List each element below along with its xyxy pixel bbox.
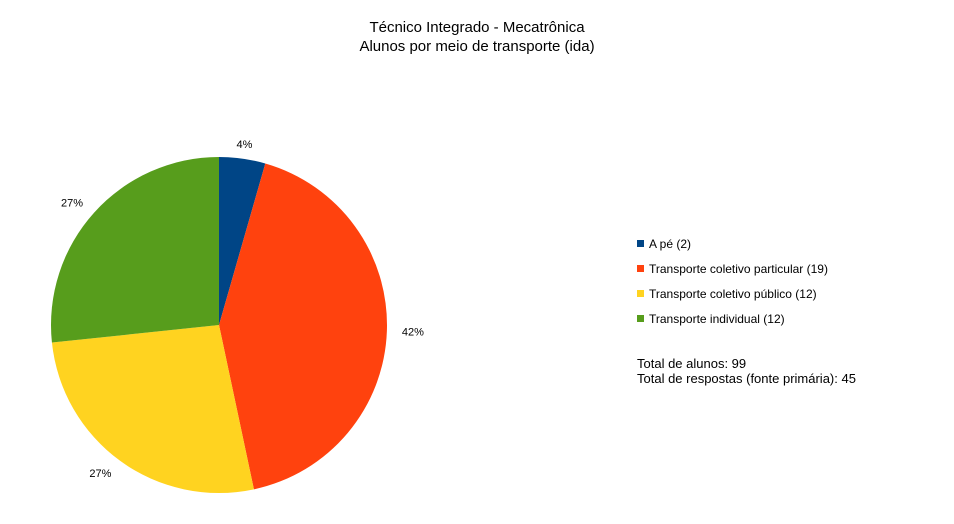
pie-slice [219, 157, 266, 325]
legend-label: A pé (2) [649, 236, 692, 251]
pie-slice [219, 163, 387, 490]
legend-item: Transporte individual (12) [637, 311, 828, 326]
pie-slice [51, 157, 219, 343]
legend-item: Transporte coletivo particular (19) [637, 261, 828, 276]
chart-title: Técnico Integrado - Mecatrônica [369, 19, 585, 36]
chart-subtitle: Alunos por meio de transporte (ida) [359, 38, 595, 55]
total-students-note: Total de alunos: 99 [637, 356, 747, 371]
chart-title-block: Técnico Integrado - Mecatrônica Alunos p… [0, 18, 954, 56]
legend-swatch [637, 315, 644, 322]
legend-swatch [637, 240, 644, 247]
legend: A pé (2) Transporte coletivo particular … [637, 237, 828, 337]
pie-slice-percent-label: 27% [89, 468, 111, 480]
legend-item: A pé (2) [637, 236, 828, 251]
pie-slice [51, 325, 254, 493]
legend-swatch [637, 265, 644, 272]
legend-swatch [637, 290, 644, 297]
total-responses-note: Total de respostas (fonte primária): 45 [637, 371, 856, 386]
legend-label: Transporte individual (12) [649, 311, 785, 326]
chart-notes: Total de alunos: 99 Total de respostas (… [637, 356, 856, 386]
legend-item: Transporte coletivo público (12) [637, 286, 828, 301]
pie-slice-percent-label: 42% [402, 326, 424, 338]
legend-label: Transporte coletivo particular (19) [649, 261, 828, 276]
pie-slice-percent-label: 27% [61, 198, 83, 210]
pie-slice-percent-label: 4% [237, 139, 253, 151]
legend-label: Transporte coletivo público (12) [649, 286, 817, 301]
